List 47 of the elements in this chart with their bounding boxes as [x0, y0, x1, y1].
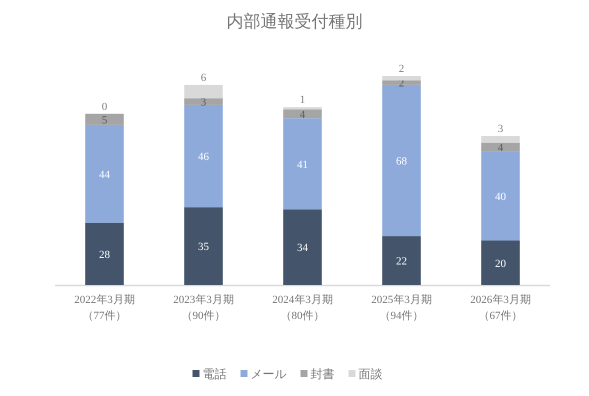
x-tick-label: 2026年3月期（67件）	[470, 294, 531, 322]
bar	[184, 104, 223, 208]
data-label: 1	[300, 94, 306, 106]
bar	[85, 124, 124, 223]
x-tick-label: 2022年3月期（77件）	[74, 294, 135, 322]
data-label: 6	[200, 72, 207, 84]
data-label: 41	[297, 158, 308, 171]
chart-title: 内部通報受付種別	[226, 12, 362, 31]
legend-label: 封書	[310, 367, 334, 381]
bar	[382, 80, 421, 85]
data-label: 28	[99, 248, 110, 261]
bar	[184, 98, 223, 105]
bar	[382, 76, 421, 80]
data-label: 2	[398, 63, 404, 75]
data-label: 34	[297, 242, 308, 254]
data-label: 0	[102, 100, 108, 113]
bar	[382, 236, 421, 285]
data-label: 35	[198, 241, 210, 254]
data-label: 40	[495, 191, 506, 204]
x-tick-label: 2024年3月期（80件）	[272, 294, 333, 322]
data-label: 5	[102, 114, 108, 126]
legend-label: 面談	[358, 367, 382, 381]
x-tick-label: 2023年3月期（90件）	[173, 294, 234, 322]
x-tick-label: 2025年3月期（94件）	[371, 294, 432, 322]
bar	[283, 109, 322, 118]
bar	[184, 84, 223, 98]
legend-label: 電話	[202, 367, 226, 381]
data-label: 68	[396, 155, 408, 168]
bar	[382, 84, 421, 236]
data-label: 46	[198, 151, 210, 164]
legend-label: メール	[250, 367, 286, 381]
bar	[85, 222, 124, 285]
bar	[85, 114, 124, 125]
data-label: 4	[498, 142, 504, 154]
bar	[481, 136, 520, 143]
bar	[283, 209, 322, 285]
data-label: 4	[300, 108, 306, 121]
bar	[481, 152, 520, 241]
data-label: 20	[495, 258, 506, 270]
bar	[481, 240, 520, 285]
data-label: 44	[99, 168, 110, 181]
data-label: 3	[498, 123, 504, 136]
bar	[481, 142, 520, 152]
bar	[184, 207, 223, 285]
data-label: 3	[200, 96, 207, 109]
data-label: 22	[396, 256, 407, 268]
bar	[283, 118, 322, 210]
